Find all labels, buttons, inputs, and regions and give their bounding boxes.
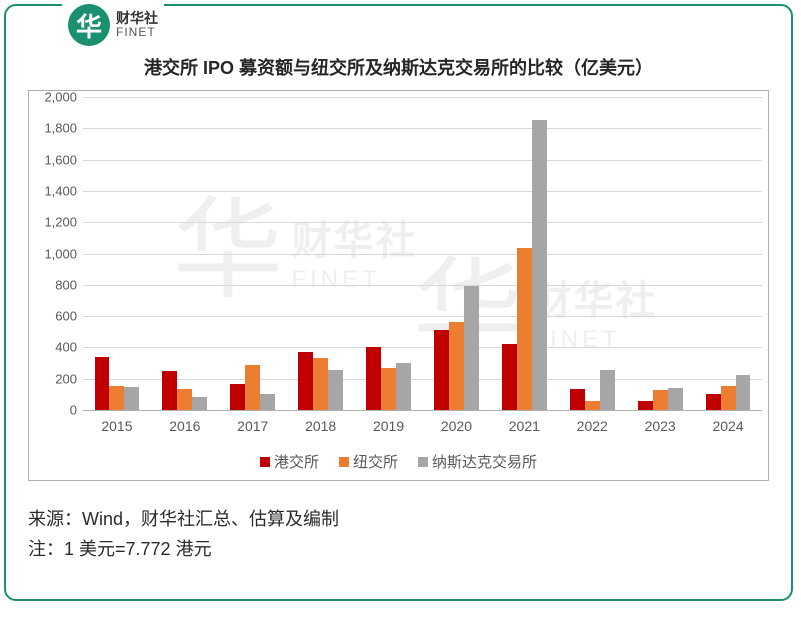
bar xyxy=(449,322,464,410)
bar xyxy=(706,394,721,410)
bar xyxy=(177,389,192,410)
legend-swatch xyxy=(418,457,428,467)
gridline xyxy=(83,160,762,161)
gridline xyxy=(83,191,762,192)
bar xyxy=(109,386,124,410)
legend-swatch xyxy=(339,457,349,467)
gridline xyxy=(83,254,762,255)
footer-notes: 来源：Wind，财华社汇总、估算及编制 注：1 美元=7.772 港元 xyxy=(28,504,339,565)
gridline xyxy=(83,222,762,223)
legend: 港交所 纽交所 纳斯达克交易所 xyxy=(29,451,768,472)
bar xyxy=(600,370,615,410)
legend-item: 纽交所 xyxy=(339,451,398,472)
x-tick-label: 2022 xyxy=(577,418,608,434)
brand-name-cn: 财华社 xyxy=(116,11,158,26)
legend-label: 纽交所 xyxy=(353,451,398,472)
content-frame: 华 财华社 FINET 港交所 IPO 募资额与纽交所及纳斯达克交易所的比较（亿… xyxy=(4,4,793,601)
brand-glyph: 华 xyxy=(68,4,110,46)
x-tick-label: 2019 xyxy=(373,418,404,434)
bar xyxy=(464,286,479,410)
bar xyxy=(260,394,275,410)
bar xyxy=(381,368,396,410)
chart-panel: 华 财华社 FINET 华 财华社 FINET 02004006008001,0… xyxy=(28,90,769,481)
x-tick-label: 2024 xyxy=(712,418,743,434)
x-tick-label: 2018 xyxy=(305,418,336,434)
x-tick-label: 2023 xyxy=(645,418,676,434)
y-tick-label: 2,000 xyxy=(44,90,83,105)
bar xyxy=(230,384,245,410)
bar xyxy=(192,397,207,410)
note-text: 注：1 美元=7.772 港元 xyxy=(28,534,339,565)
legend-label: 港交所 xyxy=(274,451,319,472)
x-tick-label: 2015 xyxy=(101,418,132,434)
bar xyxy=(638,401,653,410)
bar xyxy=(502,344,517,411)
legend-swatch xyxy=(260,457,270,467)
x-tick-label: 2021 xyxy=(509,418,540,434)
bar xyxy=(328,370,343,410)
legend-item: 港交所 xyxy=(260,451,319,472)
plot-area: 华 财华社 FINET 华 财华社 FINET 02004006008001,0… xyxy=(83,97,762,410)
watermark-left: 华 财华社 FINET xyxy=(173,207,417,295)
bar xyxy=(95,357,110,410)
bar xyxy=(298,352,313,410)
source-text: 来源：Wind，财华社汇总、估算及编制 xyxy=(28,504,339,535)
y-tick-label: 1,000 xyxy=(44,246,83,261)
bar xyxy=(653,390,668,410)
bar xyxy=(668,388,683,410)
gridline xyxy=(83,128,762,129)
brand-logo: 华 财华社 FINET xyxy=(62,4,164,46)
y-tick-label: 200 xyxy=(55,371,83,386)
x-tick-label: 2016 xyxy=(169,418,200,434)
y-tick-label: 1,400 xyxy=(44,183,83,198)
bar xyxy=(532,120,547,410)
gridline xyxy=(83,285,762,286)
bar xyxy=(736,375,751,410)
gridline xyxy=(83,97,762,98)
x-tick-label: 2020 xyxy=(441,418,472,434)
legend-item: 纳斯达克交易所 xyxy=(418,451,537,472)
bar xyxy=(434,330,449,410)
bar xyxy=(245,365,260,410)
y-tick-label: 800 xyxy=(55,277,83,292)
x-tick-label: 2017 xyxy=(237,418,268,434)
bar xyxy=(570,389,585,410)
bar xyxy=(721,386,736,410)
bar xyxy=(124,387,139,410)
brand-name-en: FINET xyxy=(116,26,158,39)
bar xyxy=(396,363,411,410)
y-tick-label: 600 xyxy=(55,309,83,324)
gridline xyxy=(83,379,762,380)
y-tick-label: 0 xyxy=(70,403,83,418)
y-tick-label: 1,600 xyxy=(44,152,83,167)
gridline xyxy=(83,316,762,317)
gridline xyxy=(83,347,762,348)
y-tick-label: 400 xyxy=(55,340,83,355)
chart-title: 港交所 IPO 募资额与纽交所及纳斯达克交易所的比较（亿美元） xyxy=(6,54,791,80)
bar xyxy=(313,358,328,410)
y-tick-label: 1,200 xyxy=(44,215,83,230)
bar xyxy=(517,248,532,410)
gridline xyxy=(83,410,762,411)
bar xyxy=(366,347,381,410)
bar xyxy=(585,401,600,410)
y-tick-label: 1,800 xyxy=(44,121,83,136)
legend-label: 纳斯达克交易所 xyxy=(432,451,537,472)
bar xyxy=(162,371,177,410)
